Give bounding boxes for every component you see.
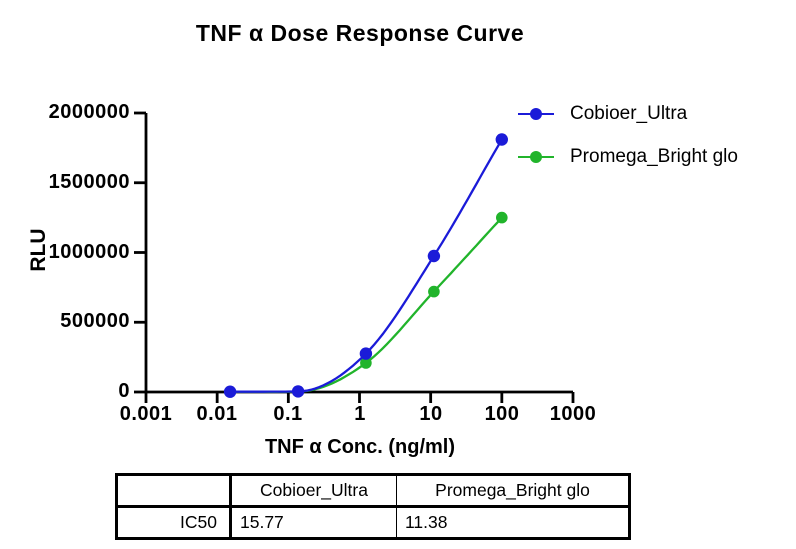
data-point-marker xyxy=(428,285,440,298)
ic50-row-label: IC50 xyxy=(116,506,232,539)
x-axis-title: TNF α Conc. (ng/ml) xyxy=(264,436,456,458)
x-tick-label: 0.001 xyxy=(119,403,173,425)
y-tick-label: 1500000 xyxy=(48,171,130,193)
x-tick-label: 0.1 xyxy=(273,403,303,425)
x-tick-label: 10 xyxy=(419,403,443,425)
y-tick-label: 0 xyxy=(118,380,130,402)
axes-line xyxy=(144,113,573,394)
table-header-empty xyxy=(116,474,232,508)
y-axis-title: RLU xyxy=(27,228,50,272)
legend-label: Promega_Bright glo xyxy=(570,146,738,167)
y-tick-label: 1000000 xyxy=(48,241,130,263)
data-point-marker xyxy=(223,385,237,398)
legend-line-icon xyxy=(518,151,554,163)
y-tick-label: 500000 xyxy=(60,310,130,332)
legend-entry-promega-bright-glo: Promega_Bright glo xyxy=(518,145,738,169)
x-tick-label: 0.01 xyxy=(196,403,238,425)
x-tick-label: 1000 xyxy=(549,403,597,425)
chart-title: TNF α Dose Response Curve xyxy=(195,20,525,46)
legend-dot-icon xyxy=(530,108,542,120)
legend: Cobioer_Ultra Promega_Bright glo xyxy=(518,102,738,188)
data-point-marker xyxy=(495,133,508,146)
legend-line-icon xyxy=(518,108,554,120)
ic50-value-cobioer: 15.77 xyxy=(230,506,397,539)
table-header-cobioer: Cobioer_Ultra xyxy=(230,474,397,508)
table-header-promega: Promega_Bright glo xyxy=(396,474,630,508)
legend-label: Cobioer_Ultra xyxy=(570,103,688,124)
ic50-table: Cobioer_Ultra Promega_Bright glo IC50 15… xyxy=(115,473,631,540)
y-tick-label: 2000000 xyxy=(48,101,130,123)
data-point-marker xyxy=(360,357,372,369)
data-point-marker xyxy=(496,211,508,224)
ic50-value-promega: 11.38 xyxy=(396,506,630,539)
table-header-row: Cobioer_Ultra Promega_Bright glo xyxy=(116,474,630,508)
data-point-marker xyxy=(359,347,373,360)
legend-dot-icon xyxy=(530,151,542,163)
x-tick-label: 100 xyxy=(484,403,520,425)
data-point-marker xyxy=(427,249,441,263)
legend-entry-cobioer-ultra: Cobioer_Ultra xyxy=(518,102,738,126)
data-point-marker xyxy=(291,385,305,398)
x-tick-label: 1 xyxy=(354,403,366,425)
table-row: IC50 15.77 11.38 xyxy=(116,506,630,539)
